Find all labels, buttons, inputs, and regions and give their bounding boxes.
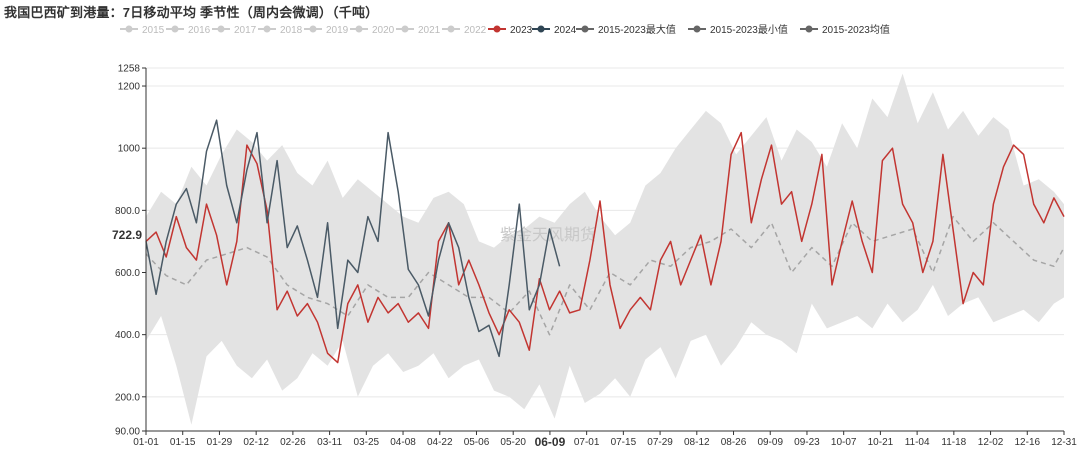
x-tick-label: 04-08 — [390, 437, 416, 448]
legend-item-2020[interactable]: 2020 — [350, 25, 395, 36]
legend-item-2024[interactable]: 2024 — [532, 25, 577, 36]
x-tick-label: 12-31 — [1051, 437, 1077, 448]
x-tick-label: 03-25 — [354, 437, 380, 448]
series-line-2024 — [145, 119, 561, 358]
x-tick-label: 04-22 — [427, 437, 453, 448]
legend-marker — [447, 25, 455, 33]
x-tick-label: 05-20 — [500, 437, 526, 448]
x-tick-label: 12-16 — [1014, 437, 1040, 448]
legend-item-2022[interactable]: 2022 — [442, 25, 487, 36]
axis-pointer: 722.9 06-09 — [104, 226, 566, 449]
legend-label: 2016 — [188, 25, 211, 36]
legend-marker — [263, 25, 271, 33]
series-line-2023 — [145, 131, 1065, 364]
x-tick-label: 03-11 — [317, 437, 342, 448]
x-tick-label: 02-26 — [280, 437, 306, 448]
x-tick-label: 01-29 — [207, 437, 233, 448]
y-tick-label: 1200 — [118, 82, 141, 93]
x-tick-label: 02-12 — [243, 437, 269, 448]
legend-marker — [125, 25, 133, 33]
legend-item-2016[interactable]: 2016 — [166, 25, 211, 36]
x-tick-label: 01-01 — [133, 437, 159, 448]
x-tick-label: 01-15 — [170, 437, 196, 448]
x-tick-label: 07-01 — [574, 437, 600, 448]
y-tick-label: 200.0 — [115, 392, 140, 403]
legend-marker — [537, 25, 545, 33]
legend-marker — [355, 25, 363, 33]
legend-label: 2022 — [464, 25, 487, 36]
x-tick-label: 07-15 — [611, 437, 637, 448]
legend-label: 2015 — [142, 25, 165, 36]
x-tick-label: 12-02 — [978, 437, 1004, 448]
legend-label: 2021 — [418, 25, 441, 36]
x-pointer-label: 06-09 — [535, 435, 566, 449]
legend-label: 2023 — [510, 25, 533, 36]
legend-label: 2015-2023均值 — [822, 23, 890, 36]
x-tick-label: 08-26 — [721, 437, 747, 448]
x-tick-label: 07-29 — [647, 437, 673, 448]
y-tick-label: 400.0 — [115, 330, 140, 341]
chart-title: 我国巴西矿到港量：7日移动平均 季节性（周内会微调）（千吨） — [4, 5, 379, 20]
legend-item-2018[interactable]: 2018 — [258, 25, 303, 36]
x-tick-label: 11-18 — [941, 437, 966, 448]
legend-marker — [309, 25, 317, 33]
legend-item-2021[interactable]: 2021 — [396, 25, 441, 36]
legend-marker — [581, 25, 589, 33]
legend-marker — [401, 25, 409, 33]
x-tick-label: 09-23 — [794, 437, 820, 448]
y-tick-label: 1000 — [118, 144, 141, 155]
legend-item-2015[interactable]: 2015 — [120, 25, 165, 36]
legend-item-2019[interactable]: 2019 — [304, 25, 349, 36]
x-tick-label: 10-07 — [831, 437, 857, 448]
legend-marker — [217, 25, 225, 33]
legend-item-2023[interactable]: 2023 — [488, 25, 533, 36]
legend-item-2015-2023最小值[interactable]: 2015-2023最小值 — [688, 23, 788, 36]
y-pointer-box — [104, 226, 144, 243]
legend-marker — [171, 25, 179, 33]
legend-item-2017[interactable]: 2017 — [212, 25, 257, 36]
legend-label: 2017 — [234, 25, 257, 36]
legend-label: 2015-2023最小值 — [710, 23, 788, 36]
y-tick-label: 1258 — [118, 64, 141, 75]
x-tick-label: 05-06 — [464, 437, 490, 448]
x-tick-label: 11-04 — [905, 437, 930, 448]
legend-marker — [805, 25, 813, 33]
series-lines — [145, 119, 1065, 364]
series-line-mean — [145, 215, 1065, 336]
legend-label: 2015-2023最大值 — [598, 23, 676, 36]
y-tick-label: 800.0 — [115, 206, 140, 217]
legend-label: 2018 — [280, 25, 303, 36]
x-tick-label: 10-21 — [868, 437, 894, 448]
axes: 125812001000800.0600.0400.0200.090.0001-… — [115, 64, 1077, 449]
legend-marker — [693, 25, 701, 33]
legend-item-2015-2023均值[interactable]: 2015-2023均值 — [800, 23, 890, 36]
y-tick-label: 90.00 — [115, 427, 140, 438]
legend-label: 2024 — [554, 25, 577, 36]
chart-legend[interactable]: 2015 2016 2017 2018 2019 2020 2021 2022 2023 2024… — [120, 23, 890, 36]
legend-label: 2020 — [372, 25, 395, 36]
legend-item-2015-2023最大值[interactable]: 2015-2023最大值 — [576, 23, 676, 36]
legend-marker — [493, 25, 501, 33]
legend-label: 2019 — [326, 25, 349, 36]
y-pointer-label: 722.9 — [112, 228, 142, 242]
x-tick-label: 08-12 — [684, 437, 710, 448]
x-tick-label: 09-09 — [757, 437, 783, 448]
y-tick-label: 600.0 — [115, 268, 140, 279]
